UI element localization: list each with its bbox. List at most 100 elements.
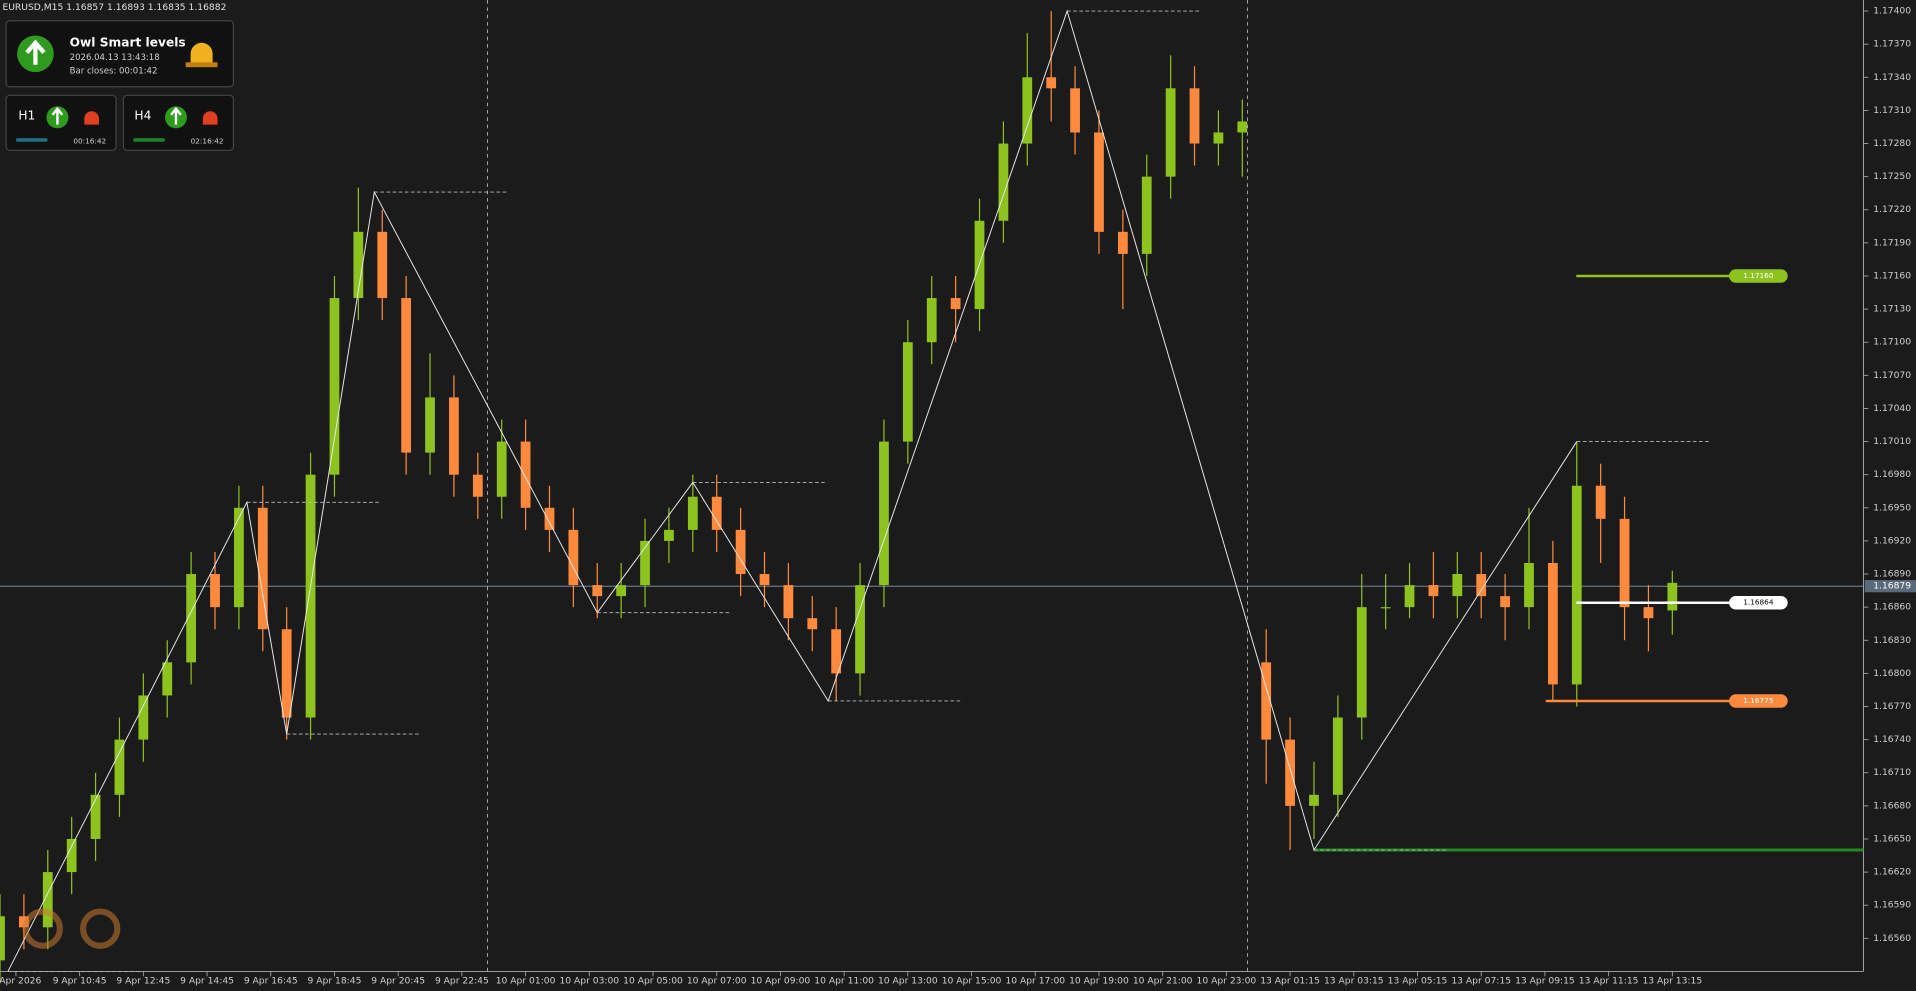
candle-body <box>640 540 650 586</box>
x-tick-label: 9 Apr 14:45 <box>180 976 234 987</box>
candle-body <box>520 441 531 508</box>
bar-closes: Bar closes: 00:01:42 <box>70 66 158 76</box>
candle-body <box>807 618 818 630</box>
y-tick-label: 1.16710 <box>1873 767 1911 778</box>
candle-body <box>353 231 364 299</box>
y-tick-label: 1.16650 <box>1873 833 1911 844</box>
candle-body <box>950 298 961 310</box>
timeframe: H1 <box>18 109 35 123</box>
candle-body <box>855 585 865 674</box>
candle-body <box>162 662 173 696</box>
y-tick-label: 1.16980 <box>1873 469 1911 480</box>
price-tag-label: 1.16879 <box>1873 581 1911 592</box>
y-tick-label: 1.17310 <box>1873 105 1911 116</box>
x-tick-label: 10 Apr 13:00 <box>878 976 938 987</box>
candle-body <box>616 585 627 597</box>
h4-panel: H4 02:16:42 <box>122 94 235 151</box>
candle-body <box>401 298 412 453</box>
y-tick-label: 1.17040 <box>1873 403 1911 414</box>
arrow-up <box>25 39 46 65</box>
progress <box>15 138 48 142</box>
candle-body <box>496 441 507 497</box>
candle-body <box>1595 485 1606 519</box>
candle-body <box>1094 132 1104 232</box>
candle-body <box>281 629 292 718</box>
timeframe: H4 <box>134 109 151 123</box>
panel-box <box>5 20 235 88</box>
candle-body <box>998 143 1009 221</box>
timer: 02:16:42 <box>191 137 224 146</box>
alarm-icon <box>84 111 99 125</box>
candle-body <box>0 916 5 961</box>
candle-body <box>1046 77 1057 89</box>
y-tick-label: 1.16950 <box>1873 502 1911 513</box>
candle-body <box>138 695 149 740</box>
x-tick-label: 10 Apr 15:00 <box>942 976 1002 987</box>
candle-body <box>1213 132 1224 144</box>
candle-body <box>568 529 579 586</box>
y-tick-label: 1.17400 <box>1873 6 1911 17</box>
candle-body <box>1667 582 1678 611</box>
candle-body <box>449 397 459 475</box>
candle-body <box>1428 585 1439 597</box>
candle-body <box>1309 794 1319 806</box>
candle-body <box>1476 574 1487 597</box>
candle-body <box>926 298 937 343</box>
y-tick-label: 1.17280 <box>1873 138 1911 149</box>
candle-body <box>305 474 316 718</box>
x-tick-label: 10 Apr 09:00 <box>751 976 811 987</box>
x-tick-label: 10 Apr 17:00 <box>1005 976 1065 987</box>
candle-body <box>1571 485 1582 685</box>
candle-body <box>1404 585 1415 608</box>
y-tick-label: 1.17010 <box>1873 436 1911 447</box>
x-tick-label: 9 Apr 2026 <box>0 976 41 987</box>
candle-body <box>42 872 53 928</box>
y-tick-label: 1.17130 <box>1873 304 1911 315</box>
candle-body <box>711 496 722 530</box>
x-tick-label: 13 Apr 13:15 <box>1642 976 1702 987</box>
y-tick-label: 1.16740 <box>1873 734 1911 745</box>
candle-body <box>1117 231 1128 254</box>
candle-body <box>329 298 340 475</box>
watermark-logo <box>22 908 121 949</box>
level-label: 1.17160 <box>1743 271 1774 280</box>
candle-body <box>1380 607 1391 609</box>
candle-body <box>1547 562 1558 685</box>
y-tick-label: 1.17250 <box>1873 171 1911 182</box>
candle-body <box>831 629 842 674</box>
y-tick-label: 1.16590 <box>1873 900 1911 911</box>
candle-body <box>1643 607 1654 619</box>
level-tag <box>1729 694 1788 708</box>
candle-body <box>592 585 603 597</box>
y-tick-label: 1.16860 <box>1873 602 1911 613</box>
y-tick-label: 1.17070 <box>1873 370 1911 381</box>
candle-body <box>1070 88 1080 133</box>
candle-body <box>759 574 770 586</box>
x-tick-label: 10 Apr 23:00 <box>1197 976 1257 987</box>
logo-ring <box>22 908 63 949</box>
candle-body <box>1332 717 1343 795</box>
x-tick-label: 13 Apr 01:15 <box>1260 976 1320 987</box>
y-tick-label: 1.16560 <box>1873 933 1911 944</box>
zigzag <box>7 9 1578 972</box>
candle-body <box>1022 77 1033 144</box>
level-label: 1.16775 <box>1743 696 1774 705</box>
owl-panel: Owl Smart levels 2026.04.13 13:43:18 Bar… <box>5 20 235 88</box>
candle-body <box>90 794 101 839</box>
x-tick-label: 13 Apr 03:15 <box>1324 976 1384 987</box>
alarm-base <box>185 62 218 68</box>
x-tick-label: 10 Apr 05:00 <box>623 976 683 987</box>
candle-body <box>1189 88 1200 144</box>
x-tick-label: 10 Apr 19:00 <box>1069 976 1129 987</box>
candle-body <box>1141 176 1152 254</box>
candle-body <box>735 529 746 575</box>
candle-body <box>1500 596 1510 608</box>
x-tick-label: 9 Apr 20:45 <box>371 976 425 987</box>
candle-body <box>257 507 268 630</box>
x-tick-label: 13 Apr 07:15 <box>1451 976 1511 987</box>
candle-body <box>1356 607 1367 718</box>
price-tag <box>1864 580 1916 593</box>
candle-body <box>1165 88 1176 177</box>
